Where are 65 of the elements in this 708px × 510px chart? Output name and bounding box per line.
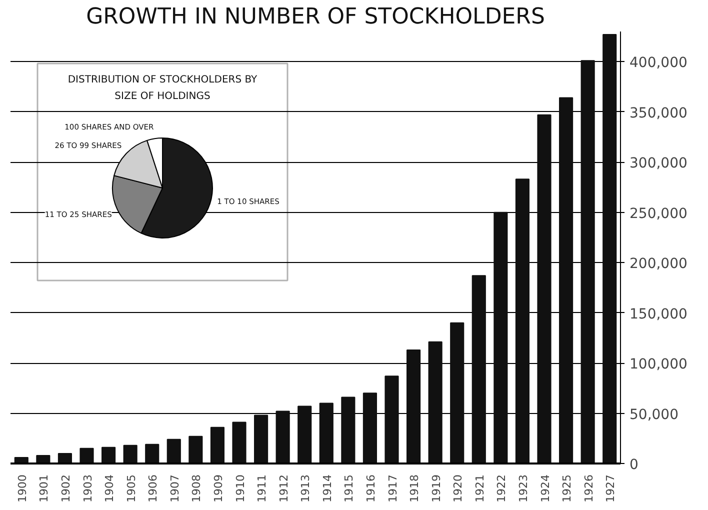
x-tick-label: 1917 <box>386 474 400 502</box>
y-tick-label: 0 <box>630 457 638 473</box>
bar <box>341 396 356 464</box>
y-tick-label: 350,000 <box>630 105 688 122</box>
bar <box>166 438 181 464</box>
bar <box>602 34 617 464</box>
y-tick-label: 250,000 <box>630 206 688 222</box>
bar <box>559 97 574 464</box>
bar <box>80 448 94 464</box>
bar <box>123 444 138 464</box>
bar <box>428 341 442 464</box>
x-tick-label: 1927 <box>604 474 618 502</box>
bar <box>58 452 72 464</box>
bar <box>450 322 464 464</box>
x-tick-label: 1925 <box>560 474 574 502</box>
bar <box>145 444 160 464</box>
x-tick-label: 1906 <box>146 474 160 502</box>
x-tick-label: 1913 <box>299 474 312 502</box>
bar <box>102 446 116 464</box>
x-tick-label: 1911 <box>256 474 269 502</box>
x-tick-label: 1905 <box>124 474 138 502</box>
x-tick-label: 1900 <box>16 474 29 502</box>
x-tick-label: 1907 <box>168 474 182 502</box>
chart-title: DISTRIBUTION OF STOCKHOLDERS BY SIZE OF HOLDINGS <box>68 74 258 102</box>
bar <box>210 426 224 464</box>
bar <box>254 414 268 464</box>
x-tick-label: 1903 <box>81 474 94 502</box>
x-tick-label: 1916 <box>364 474 378 502</box>
y-tick-label: 200,000 <box>630 256 688 272</box>
bar <box>188 436 203 464</box>
y-tick-label: 50,000 <box>630 406 678 423</box>
x-tick-label: 1910 <box>234 474 247 502</box>
bar <box>384 376 399 464</box>
y-tick-label: 300,000 <box>630 156 688 172</box>
x-tick-label: 1902 <box>59 474 72 502</box>
bar <box>276 410 290 464</box>
y-tick-label: 100,000 <box>630 356 688 373</box>
x-tick-label: 1912 <box>277 474 290 502</box>
y-tick-label: 150,000 <box>630 306 688 322</box>
x-tick-label: 1920 <box>452 474 465 502</box>
chart-title: GROWTH IN NUMBER OF STOCKHOLDERS <box>86 4 545 30</box>
x-tick-label: 1904 <box>103 474 116 502</box>
x-tick-label: 1901 <box>38 474 51 502</box>
bar <box>319 402 334 464</box>
x-tick-label: 1926 <box>582 474 596 502</box>
bar <box>494 212 508 464</box>
bar <box>232 422 246 464</box>
x-tick-label: 1915 <box>342 474 356 502</box>
x-tick-label: 1908 <box>190 474 204 502</box>
y-tick-label: 400,000 <box>630 55 688 72</box>
bar <box>406 349 421 464</box>
bar <box>580 60 595 464</box>
bar <box>362 392 377 464</box>
x-tick-label: 1914 <box>320 474 334 502</box>
x-tick-label: 1918 <box>408 474 422 502</box>
bar <box>472 275 486 464</box>
x-tick-label: 1924 <box>538 474 552 502</box>
x-tick-label: 1909 <box>212 474 225 502</box>
x-tick-label: 1921 <box>473 474 486 502</box>
bar <box>515 178 530 464</box>
bar <box>537 114 552 464</box>
x-tick-label: 1922 <box>495 474 508 502</box>
bar <box>298 406 312 464</box>
x-tick-label: 1923 <box>516 474 530 502</box>
x-tick-label: 1919 <box>430 474 443 502</box>
